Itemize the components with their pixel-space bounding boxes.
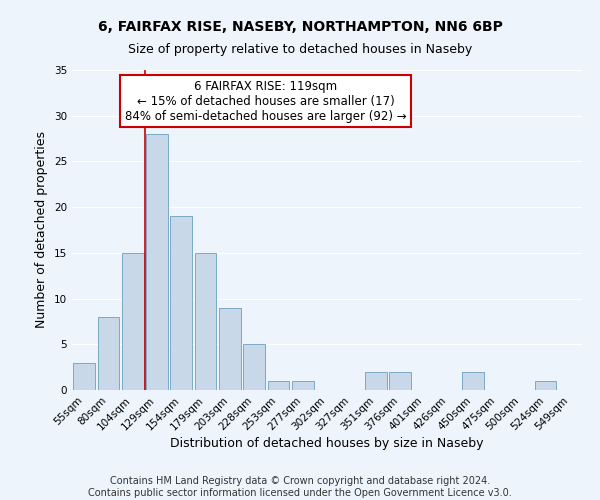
Y-axis label: Number of detached properties: Number of detached properties <box>35 132 49 328</box>
Bar <box>462 372 484 390</box>
Bar <box>535 381 556 390</box>
Bar <box>122 253 143 390</box>
Bar <box>146 134 168 390</box>
Bar <box>97 317 119 390</box>
X-axis label: Distribution of detached houses by size in Naseby: Distribution of detached houses by size … <box>170 438 484 450</box>
Bar <box>292 381 314 390</box>
Bar <box>170 216 192 390</box>
Bar <box>389 372 411 390</box>
Bar <box>194 253 217 390</box>
Text: Contains HM Land Registry data © Crown copyright and database right 2024.
Contai: Contains HM Land Registry data © Crown c… <box>88 476 512 498</box>
Text: 6 FAIRFAX RISE: 119sqm
← 15% of detached houses are smaller (17)
84% of semi-det: 6 FAIRFAX RISE: 119sqm ← 15% of detached… <box>125 80 407 122</box>
Bar <box>243 344 265 390</box>
Text: Size of property relative to detached houses in Naseby: Size of property relative to detached ho… <box>128 42 472 56</box>
Bar <box>268 381 289 390</box>
Text: 6, FAIRFAX RISE, NASEBY, NORTHAMPTON, NN6 6BP: 6, FAIRFAX RISE, NASEBY, NORTHAMPTON, NN… <box>98 20 502 34</box>
Bar <box>219 308 241 390</box>
Bar <box>73 362 95 390</box>
Bar <box>365 372 386 390</box>
